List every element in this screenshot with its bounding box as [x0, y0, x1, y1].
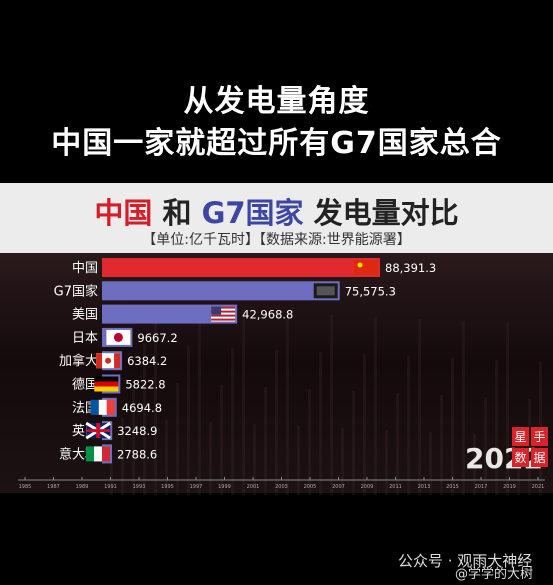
timeline-tick-label: 2019 — [503, 484, 516, 490]
timeline-tick-label: 1985 — [19, 484, 32, 490]
value-label: 75,575.3 — [345, 284, 396, 298]
timeline-tick-label: 2005 — [304, 484, 317, 490]
italy-flag-icon — [86, 446, 110, 462]
value-label: 6384.2 — [127, 354, 167, 368]
china-flag-icon — [354, 260, 378, 275]
watermark-wechat: 公众号 · 观雨大神经 — [398, 552, 533, 570]
value-label: 3248.9 — [117, 424, 157, 438]
chart-title-and: 和 — [162, 196, 192, 230]
timeline-tick-label: 2007 — [332, 484, 345, 490]
headline-line-2: 中国一家就超过所有G7国家总合 — [51, 126, 502, 161]
timeline-tick-label: 2021 — [532, 484, 545, 490]
badge-char-3: 数 — [514, 450, 526, 465]
bar-chart: 中国 88,391.3 G7国家 75,575.3 美国 42,968.8 日本 9667.2… — [18, 258, 545, 495]
bar-1 — [102, 281, 340, 301]
category-label: 美国 — [72, 308, 98, 323]
timeline-tick-label: 1991 — [104, 484, 117, 490]
year-label: 2022 — [465, 442, 543, 475]
value-label: 42,968.8 — [242, 308, 293, 322]
chart-panel — [0, 183, 553, 493]
timeline-tick-label: 1987 — [47, 484, 60, 490]
value-label: 9667.2 — [137, 331, 177, 345]
chart-title: 中国 和 G7国家 发电量对比 — [0, 190, 553, 232]
timeline-tick-label: 2003 — [275, 484, 288, 490]
timeline-tick-label: 1989 — [76, 484, 89, 490]
value-label: 2788.6 — [117, 447, 157, 461]
badge-char-2: 手 — [533, 430, 545, 444]
chart-title-g7: G7国家 — [201, 196, 304, 230]
category-label: G7国家 — [54, 283, 98, 299]
timeline-tick-label: 2001 — [247, 484, 260, 490]
value-label: 4694.8 — [122, 401, 162, 415]
category-label: 加拿大 — [59, 353, 98, 369]
france-flag-icon — [90, 399, 115, 415]
timeline-tick-label: 1997 — [190, 484, 203, 490]
value-label: 5822.8 — [125, 378, 165, 392]
timeline-tick-label: 1995 — [161, 484, 174, 490]
badge-char-1: 星 — [514, 430, 526, 444]
timeline-tick-label: 2017 — [475, 484, 488, 490]
timeline-tick-label: 2009 — [361, 484, 374, 490]
g7-flag-icon — [313, 283, 338, 299]
timeline-tick-label: 2011 — [389, 484, 402, 490]
chart-subtitle: 【单位:亿千瓦时】【数据来源:世界能源署】 — [142, 232, 411, 248]
badge-char-4: 据 — [533, 451, 545, 465]
germany-flag-icon — [94, 376, 119, 392]
uk-flag-icon — [85, 421, 112, 440]
chart-title-rest: 发电量对比 — [313, 196, 459, 230]
bar-0 — [102, 258, 380, 277]
category-label: 中国 — [72, 261, 98, 276]
value-label: 88,391.3 — [385, 261, 436, 275]
watermark-weibo: @学学的大树 — [455, 567, 534, 582]
timeline-tick-label: 1999 — [218, 484, 231, 490]
timeline-tick-label: 2015 — [446, 484, 459, 490]
data-source-badge: 星 手 数 据 — [512, 427, 548, 467]
timeline-tick-label: 2013 — [418, 484, 431, 490]
usa-flag-icon — [211, 306, 236, 322]
headline-line-1: 从发电量角度 — [183, 84, 370, 119]
timeline-tick-label: 1993 — [133, 484, 146, 490]
category-label: 日本 — [72, 331, 98, 346]
bar-2 — [102, 304, 238, 324]
chart-title-china: 中国 — [94, 196, 153, 230]
japan-flag-icon — [106, 329, 131, 345]
category-label: 德国 — [72, 378, 98, 393]
canada-flag-icon — [96, 353, 121, 369]
